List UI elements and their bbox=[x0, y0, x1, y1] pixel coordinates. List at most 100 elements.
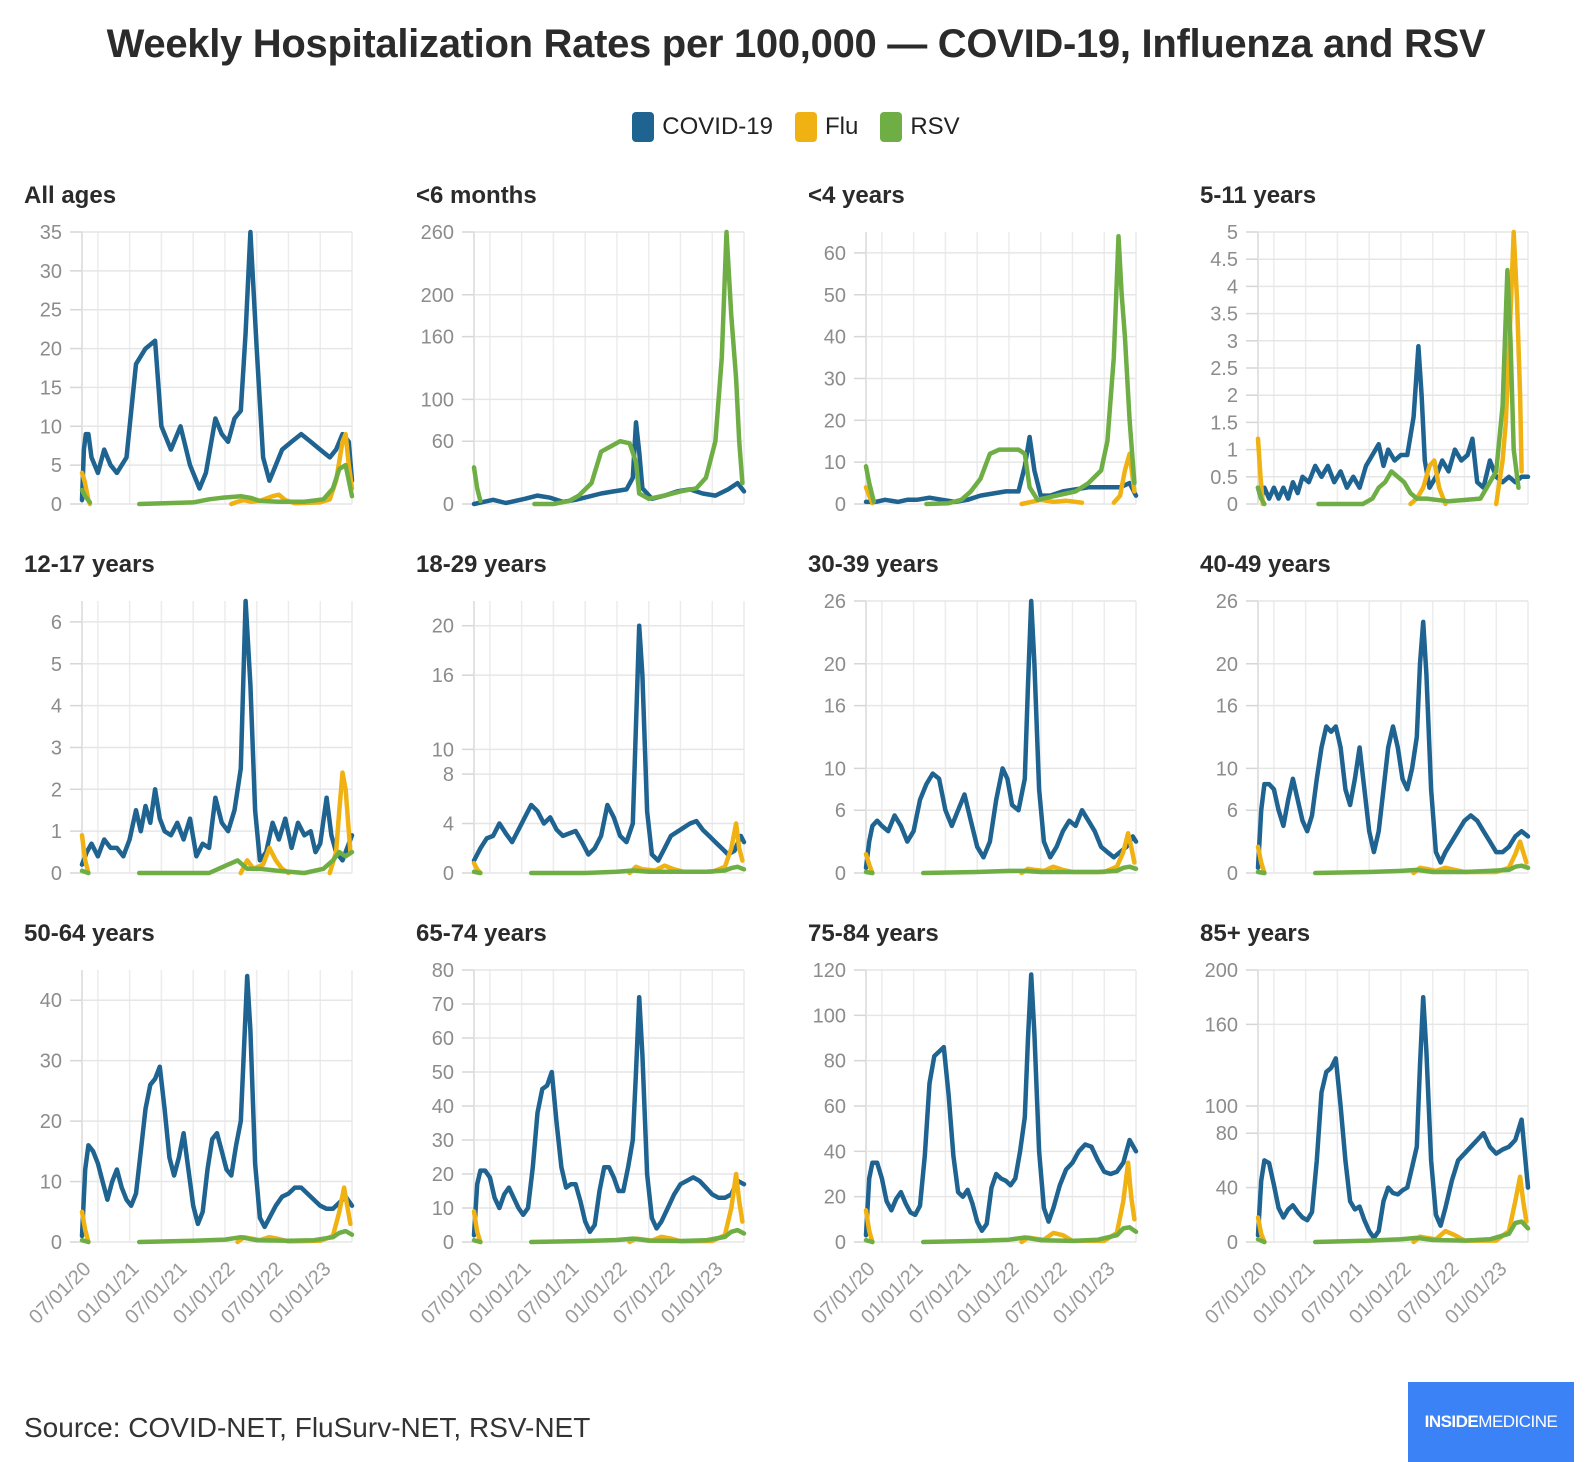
panel-title: 18-29 years bbox=[416, 551, 547, 578]
y-tick-label: 30 bbox=[40, 261, 62, 283]
legend-swatch-rsv bbox=[880, 112, 903, 142]
panel-title: 75-84 years bbox=[808, 920, 939, 947]
y-tick-label: 6 bbox=[51, 612, 62, 634]
series-line-covid-19 bbox=[79, 973, 355, 1239]
series-line-rsv bbox=[1255, 267, 1521, 507]
y-tick-label: 60 bbox=[432, 1028, 454, 1050]
y-tick-label: 260 bbox=[421, 222, 454, 244]
y-tick-label: 0 bbox=[51, 1232, 62, 1254]
series-line-rsv bbox=[79, 1228, 355, 1245]
series-line-rsv bbox=[1255, 863, 1531, 876]
y-tick-label: 20 bbox=[432, 616, 454, 638]
y-tick-label: 80 bbox=[1216, 1123, 1238, 1145]
y-tick-label: 0 bbox=[443, 1232, 454, 1254]
y-tick-label: 10 bbox=[824, 452, 846, 474]
panel-title: 40-49 years bbox=[1200, 551, 1331, 578]
y-tick-label: 1 bbox=[1227, 440, 1238, 462]
legend-label-flu: Flu bbox=[825, 113, 859, 140]
y-tick-label: 20 bbox=[824, 1187, 846, 1209]
y-tick-label: 60 bbox=[824, 243, 846, 265]
panel-85-plus-years: 85+ years0408010016020007/01/2001/01/210… bbox=[1200, 920, 1531, 1329]
series-line-covid-19 bbox=[1255, 994, 1531, 1241]
y-tick-label: 15 bbox=[40, 377, 62, 399]
y-tick-label: 10 bbox=[824, 758, 846, 780]
series-line-rsv bbox=[79, 849, 355, 876]
y-tick-label: 0 bbox=[835, 494, 846, 516]
y-tick-label: 40 bbox=[824, 1141, 846, 1163]
y-tick-label: 10 bbox=[432, 739, 454, 761]
y-tick-label: 40 bbox=[40, 990, 62, 1012]
y-tick-label: 30 bbox=[432, 1130, 454, 1152]
series-line-rsv bbox=[79, 462, 355, 507]
panel-5-11-years: 5-11 years 0 0.5 1 1.5 2 2.5 3 3.5 4 4.5 5 bbox=[1200, 182, 1531, 516]
logo-text-medicine: MEDICINE bbox=[1478, 1412, 1558, 1431]
y-tick-label: 30 bbox=[40, 1051, 62, 1073]
y-tick-label: 20 bbox=[824, 654, 846, 676]
y-tick-label: 0 bbox=[443, 863, 454, 885]
y-tick-label: 0 bbox=[51, 494, 62, 516]
y-tick-label: 100 bbox=[813, 1005, 846, 1027]
y-tick-label: 1.5 bbox=[1210, 412, 1238, 434]
y-tick-label: 100 bbox=[421, 389, 454, 411]
series-line-covid-19 bbox=[863, 434, 1139, 505]
y-tick-label: 0 bbox=[443, 494, 454, 516]
panel-30-39-years: 30-39 years 0 6 10 16 20 26 bbox=[808, 551, 1139, 885]
y-tick-label: 70 bbox=[432, 994, 454, 1016]
panel-40-49-years: 40-49 years 0 6 10 16 20 26 bbox=[1200, 551, 1531, 885]
y-tick-label: 0 bbox=[51, 863, 62, 885]
panel-75-84-years: 75-84 years02040608010012007/01/2001/01/… bbox=[808, 920, 1139, 1329]
y-tick-label: 16 bbox=[824, 696, 846, 718]
panel-title: 12-17 years bbox=[24, 551, 155, 578]
y-tick-label: 1 bbox=[51, 821, 62, 843]
y-tick-label: 30 bbox=[824, 368, 846, 390]
panel-50-64-years: 50-64 years01020304007/01/2001/01/2107/0… bbox=[24, 920, 355, 1329]
y-tick-label: 40 bbox=[1216, 1178, 1238, 1200]
series-line-rsv bbox=[863, 1225, 1139, 1245]
series-line-covid-19 bbox=[471, 420, 747, 507]
panel-under-6-months: <6 months 0 60 100 160 200 260 bbox=[416, 182, 747, 516]
series-line-covid-19 bbox=[1255, 619, 1531, 871]
y-tick-label: 25 bbox=[40, 300, 62, 322]
y-tick-label: 0 bbox=[1227, 494, 1238, 516]
y-tick-label: 80 bbox=[432, 960, 454, 982]
panel-title: 30-39 years bbox=[808, 551, 939, 578]
series-line-covid-19 bbox=[863, 972, 1139, 1238]
series-line-covid-19 bbox=[1255, 343, 1531, 501]
series-line-flu bbox=[1255, 839, 1529, 876]
y-tick-label: 20 bbox=[824, 410, 846, 432]
panel-title: <6 months bbox=[416, 182, 537, 209]
series-line-rsv bbox=[1255, 1219, 1531, 1245]
panel-under-4-years: <4 years 0 10 20 30 40 50 60 bbox=[808, 182, 1139, 516]
panel-12-17-years: 12-17 years 0 1 2 3 4 5 6 bbox=[24, 551, 355, 885]
series-line-rsv bbox=[471, 229, 745, 507]
panel-18-29-years: 18-29 years 0 4 8 10 16 20 bbox=[416, 551, 747, 885]
y-tick-label: 120 bbox=[813, 960, 846, 982]
y-tick-label: 2.5 bbox=[1210, 358, 1238, 380]
y-tick-label: 0 bbox=[1227, 863, 1238, 885]
y-tick-label: 20 bbox=[432, 1164, 454, 1186]
y-tick-label: 200 bbox=[421, 285, 454, 307]
legend-item-covid: COVID-19 bbox=[632, 112, 773, 142]
series-line-covid-19 bbox=[471, 623, 747, 863]
y-tick-label: 40 bbox=[824, 327, 846, 349]
y-tick-label: 60 bbox=[432, 431, 454, 453]
series-line-rsv bbox=[863, 233, 1137, 507]
panel-title: 85+ years bbox=[1200, 920, 1310, 947]
y-tick-label: 160 bbox=[421, 327, 454, 349]
y-tick-label: 0 bbox=[835, 863, 846, 885]
legend-label-covid: COVID-19 bbox=[662, 113, 773, 140]
y-tick-label: 100 bbox=[1205, 1096, 1238, 1118]
y-tick-label: 4 bbox=[443, 814, 454, 836]
legend-item-flu: Flu bbox=[795, 112, 858, 142]
y-tick-label: 16 bbox=[432, 665, 454, 687]
y-tick-label: 4 bbox=[51, 696, 62, 718]
chart-title: Weekly Hospitalization Rates per 100,000… bbox=[106, 22, 1486, 66]
y-tick-label: 80 bbox=[824, 1051, 846, 1073]
source-note: Source: COVID-NET, FluSurv-NET, RSV-NET bbox=[24, 1412, 591, 1443]
series-line-covid-19 bbox=[863, 598, 1139, 871]
y-tick-label: 26 bbox=[824, 591, 846, 613]
y-tick-label: 3 bbox=[51, 737, 62, 759]
y-tick-label: 2 bbox=[1227, 385, 1238, 407]
y-tick-label: 5 bbox=[51, 654, 62, 676]
legend: COVID-19 Flu RSV bbox=[0, 112, 1592, 142]
